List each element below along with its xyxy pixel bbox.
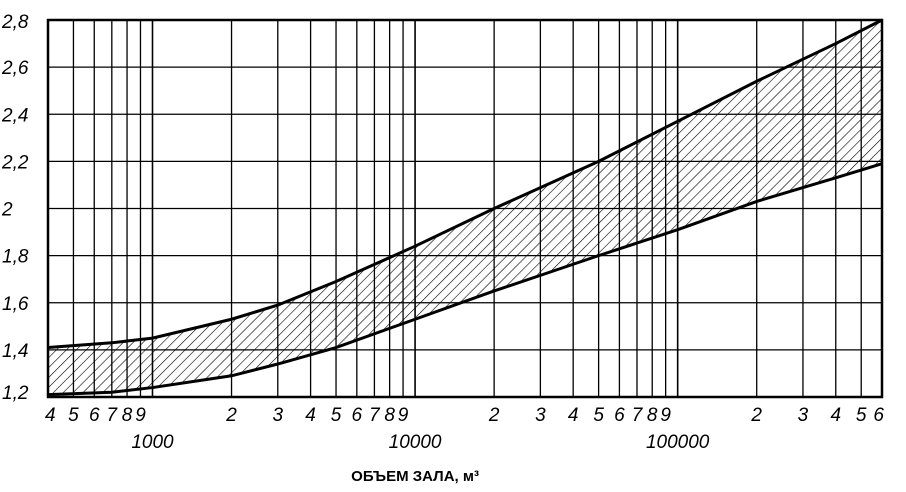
curves [47,18,883,397]
y-axis-ticks: 1,2 1,4 1,6 1,8 2 2,2 2,4 2,6 2,8 [1,12,29,404]
x-tick-label: 9 [398,405,409,426]
x-tick-label: 5 [331,405,342,426]
x-axis-label: ОБЪЕМ ЗАЛА, м³ [351,468,479,485]
y-tick-label: 1,8 [2,247,29,268]
x-tick-label: 5 [593,405,604,426]
y-tick-label: 1,2 [2,383,29,404]
x-tick-label: 7 [369,405,381,426]
x-decade-label: 10000 [389,432,442,453]
x-tick-label: 8 [122,405,133,426]
y-tick-label: 1,4 [2,341,28,362]
y-tick-label: 2,8 [1,12,29,33]
x-tick-label: 6 [614,405,625,426]
x-decade-label: 1000 [131,432,174,453]
hatched-band [48,20,882,395]
x-tick-label: 8 [647,405,658,426]
y-tick-label: 1,6 [2,294,29,315]
lower-boundary-line [47,162,883,397]
x-tick-label: 6 [873,405,884,426]
x-tick-label: 2 [488,405,500,426]
x-tick-label: 2 [750,405,762,426]
x-tick-label: 6 [89,405,100,426]
y-tick-label: 2,2 [1,152,29,173]
plot-frame [46,18,884,399]
x-tick-label: 6 [352,405,363,426]
x-tick-label: 4 [305,405,316,426]
hatched-region [48,20,882,395]
y-tick-label: 2,6 [1,58,29,79]
x-tick-label: 3 [272,405,283,426]
x-tick-label: 2 [225,405,237,426]
x-tick-label: 3 [535,405,546,426]
y-tick-label: 2 [1,200,13,221]
x-tick-label: 4 [830,405,841,426]
x-tick-label: 8 [384,405,395,426]
x-tick-label: 5 [856,405,867,426]
x-tick-label: 9 [660,405,671,426]
x-tick-label: 4 [45,405,56,426]
x-tick-label: 7 [107,405,119,426]
x-tick-label: 5 [68,405,79,426]
x-tick-label: 7 [632,405,644,426]
x-axis-decade-labels: 1000 10000 100000 [131,432,709,453]
y-tick-label: 2,4 [1,105,28,126]
x-tick-label: 4 [568,405,579,426]
x-tick-label: 9 [135,405,146,426]
upper-boundary-line [47,18,883,350]
x-tick-label: 3 [798,405,809,426]
x-decade-label: 100000 [646,432,710,453]
